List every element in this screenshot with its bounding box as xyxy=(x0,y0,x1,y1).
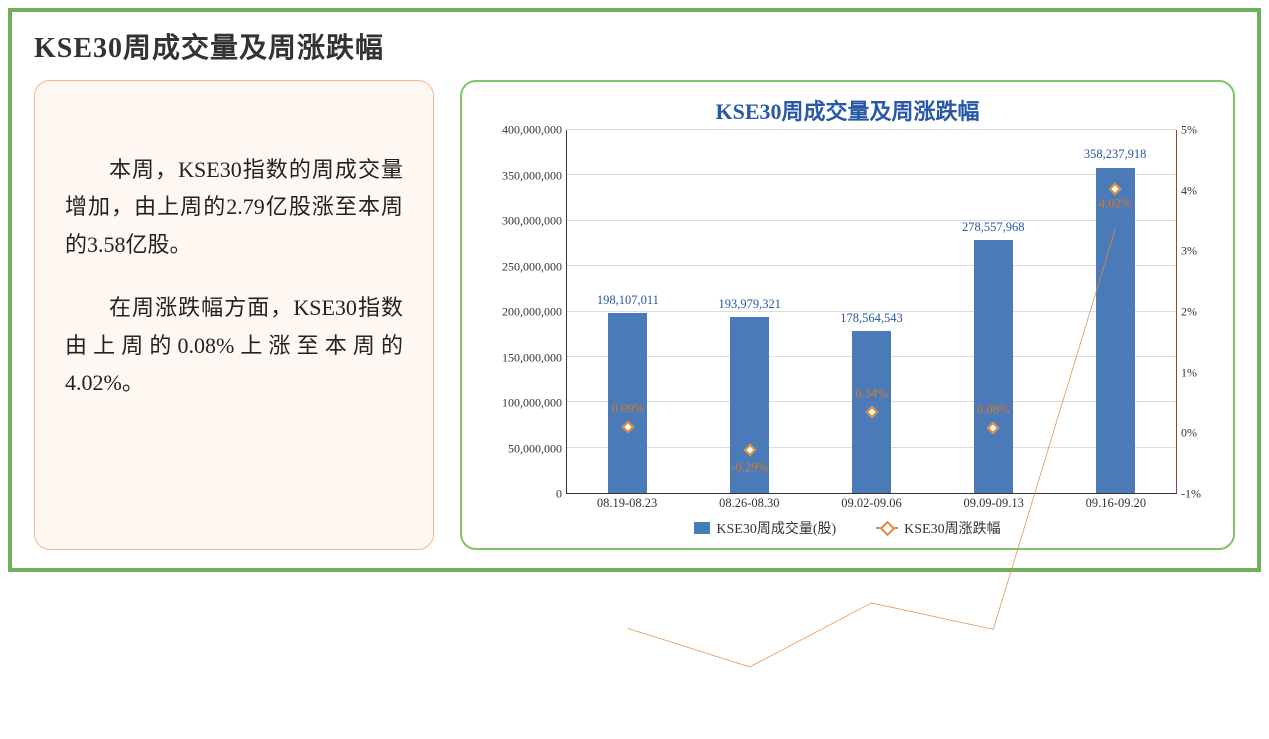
outer-frame: KSE30周成交量及周涨跌幅 本周，KSE30指数的周成交量增加，由上周的2.7… xyxy=(8,8,1261,572)
y-right-tick: 3% xyxy=(1181,244,1197,259)
y-left-tick: 300,000,000 xyxy=(502,214,562,229)
plot-area: 198,107,011193,979,321178,564,543278,557… xyxy=(566,130,1177,494)
page-title: KSE30周成交量及周涨跌幅 xyxy=(34,26,1235,66)
line-value-label: 0.08% xyxy=(977,402,1009,417)
line-series-svg xyxy=(567,130,1176,739)
paragraph-2: 在周涨跌幅方面，KSE30指数由上周的0.08%上涨至本周的4.02%。 xyxy=(65,289,403,401)
line-path xyxy=(628,229,1115,666)
line-swatch-icon xyxy=(876,527,898,529)
y-left-tick: 350,000,000 xyxy=(502,168,562,183)
x-category-label: 09.16-09.20 xyxy=(1086,496,1146,511)
y-left-tick: 400,000,000 xyxy=(502,123,562,138)
y-right-tick: 1% xyxy=(1181,365,1197,380)
y-axis-left: 050,000,000100,000,000150,000,000200,000… xyxy=(478,130,566,494)
chart-title: KSE30周成交量及周涨跌幅 xyxy=(478,94,1217,126)
line-value-label: 0.09% xyxy=(612,401,644,416)
line-value-label: 4.02% xyxy=(1099,196,1131,211)
y-right-tick: 5% xyxy=(1181,123,1197,138)
y-right-tick: 4% xyxy=(1181,183,1197,198)
y-left-tick: 0 xyxy=(556,487,562,502)
x-category-label: 09.02-09.06 xyxy=(841,496,901,511)
plot-wrap: 0 50,000,000 100,000,000 150,000,000 200,000… xyxy=(478,130,1217,514)
content-row: 本周，KSE30指数的周成交量增加，由上周的2.79亿股涨至本周的3.58亿股。… xyxy=(34,80,1235,550)
y-right-tick: 2% xyxy=(1181,305,1197,320)
line-value-label: 0.34% xyxy=(855,386,887,401)
y-left-tick: 250,000,000 xyxy=(502,259,562,274)
y-left-tick: 150,000,000 xyxy=(502,350,562,365)
line-value-label: -0.29% xyxy=(731,461,767,476)
y-axis-right: -1%0%1%2%3%4%5% xyxy=(1177,130,1217,494)
y-left-tick: 200,000,000 xyxy=(502,305,562,320)
x-category-label: 09.09-09.13 xyxy=(963,496,1023,511)
y-right-tick: 0% xyxy=(1181,426,1197,441)
y-left-tick: 50,000,000 xyxy=(508,441,562,456)
x-category-label: 08.19-08.23 xyxy=(597,496,657,511)
x-axis: 08.19-08.23 08.26-08.30 09.02-09.06 09.09-0… xyxy=(566,494,1177,514)
y-left-tick: 100,000,000 xyxy=(502,396,562,411)
x-category-label: 08.26-08.30 xyxy=(719,496,779,511)
y-right-tick: -1% xyxy=(1181,487,1201,502)
paragraph-1: 本周，KSE30指数的周成交量增加，由上周的2.79亿股涨至本周的3.58亿股。 xyxy=(65,151,403,263)
text-panel: 本周，KSE30指数的周成交量增加，由上周的2.79亿股涨至本周的3.58亿股。… xyxy=(34,80,434,550)
chart-panel: KSE30周成交量及周涨跌幅 0 50,000,000 100,000,000 150… xyxy=(460,80,1235,550)
plot-axis-wrap: 0 50,000,000 100,000,000 150,000,000 200,000… xyxy=(478,130,1217,514)
